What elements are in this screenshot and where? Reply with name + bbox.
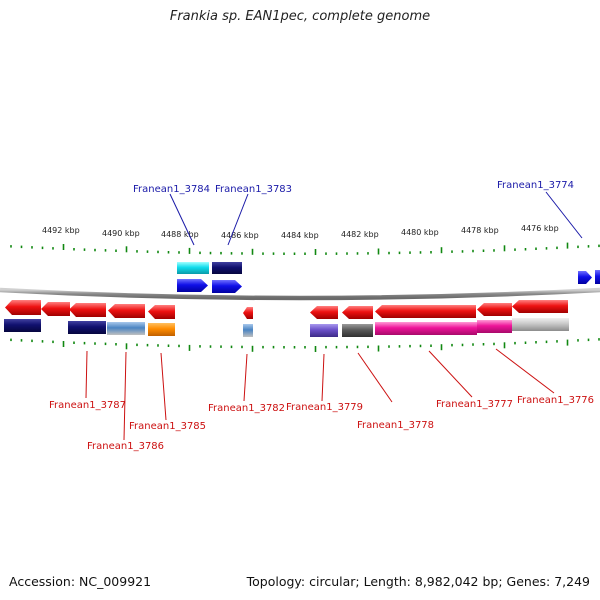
gene-arrow[interactable] <box>578 271 592 284</box>
gene-label[interactable]: Franean1_3782 <box>208 403 285 414</box>
gene-block[interactable] <box>177 262 209 274</box>
coordinate-label: 4486 kbp <box>221 231 259 240</box>
gene-block[interactable] <box>243 324 253 337</box>
coordinate-label: 4484 kbp <box>281 231 319 240</box>
gene-block[interactable] <box>477 320 512 333</box>
reverse-strand-genes <box>5 300 568 319</box>
gene-label[interactable]: Franean1_3778 <box>357 420 434 431</box>
gene-label[interactable]: Franean1_3785 <box>129 421 206 432</box>
leader-line <box>428 350 473 398</box>
coordinate-labels: 4492 kbp 4490 kbp 4488 kbp 4486 kbp 4484… <box>42 224 559 240</box>
coordinate-label: 4488 kbp <box>161 230 199 239</box>
gene-arrow[interactable] <box>477 303 512 316</box>
coordinate-label: 4490 kbp <box>102 229 140 238</box>
gene-arrow[interactable] <box>595 270 600 284</box>
tick-row-top <box>10 242 600 255</box>
gene-arrow[interactable] <box>41 302 70 316</box>
leader-line <box>160 352 167 421</box>
gene-label[interactable]: Franean1_3784 <box>133 184 210 195</box>
gene-block[interactable] <box>148 323 175 336</box>
gene-arrow[interactable] <box>243 307 253 319</box>
gene-block[interactable] <box>512 318 569 331</box>
leader-line <box>321 353 325 402</box>
coordinate-label: 4482 kbp <box>341 230 379 239</box>
gene-block[interactable] <box>4 319 41 332</box>
gene-label[interactable]: Franean1_3787 <box>49 400 126 411</box>
gene-label[interactable]: Franean1_3786 <box>87 441 164 452</box>
leader-line <box>495 348 555 394</box>
gene-labels-top: Franean1_3784 Franean1_3783 Franean1_377… <box>133 180 574 195</box>
gene-block[interactable] <box>68 321 106 334</box>
gene-block[interactable] <box>310 324 338 337</box>
leader-line <box>243 353 248 402</box>
gene-arrow[interactable] <box>212 280 242 293</box>
gene-arrow[interactable] <box>69 303 106 317</box>
gene-arrow[interactable] <box>310 306 338 319</box>
coordinate-label: 4492 kbp <box>42 226 80 235</box>
leader-lines <box>85 191 583 441</box>
coordinate-label: 4478 kbp <box>461 226 499 235</box>
coordinate-label: 4480 kbp <box>401 228 439 237</box>
gene-feature-blocks <box>4 318 569 337</box>
gene-label[interactable]: Franean1_3776 <box>517 395 594 406</box>
genome-summary-text: Topology: circular; Length: 8,982,042 bp… <box>246 574 590 589</box>
leader-line <box>85 350 88 399</box>
leader-line <box>357 352 393 403</box>
page-title: Frankia sp. EAN1pec, complete genome <box>169 9 431 24</box>
gene-block[interactable] <box>375 322 477 335</box>
gene-label[interactable]: Franean1_3774 <box>497 180 574 191</box>
gene-arrow[interactable] <box>177 279 208 292</box>
leader-line <box>545 191 583 239</box>
gene-block[interactable] <box>212 262 242 274</box>
leader-line <box>123 351 127 441</box>
leader-line <box>227 193 249 246</box>
gene-arrow[interactable] <box>108 304 145 318</box>
gene-arrow[interactable] <box>148 305 175 319</box>
gene-block[interactable] <box>342 324 373 337</box>
leader-line <box>169 193 195 246</box>
gene-label[interactable]: Franean1_3783 <box>215 184 292 195</box>
gene-arrow[interactable] <box>375 305 476 318</box>
coordinate-label: 4476 kbp <box>521 224 559 233</box>
genome-backbone <box>0 287 600 301</box>
gene-label[interactable]: Franean1_3777 <box>436 399 513 410</box>
gene-arrow[interactable] <box>512 300 568 313</box>
forward-strand-genes <box>177 262 600 293</box>
accession-text: Accession: NC_009921 <box>9 574 152 589</box>
gene-arrow[interactable] <box>5 300 41 315</box>
gene-arrow[interactable] <box>342 306 373 319</box>
gene-label[interactable]: Franean1_3779 <box>286 402 363 413</box>
gene-labels-bottom: Franean1_3787 Franean1_3786 Franean1_378… <box>49 395 594 452</box>
gene-block[interactable] <box>107 322 145 335</box>
tick-row-bottom <box>10 338 600 352</box>
